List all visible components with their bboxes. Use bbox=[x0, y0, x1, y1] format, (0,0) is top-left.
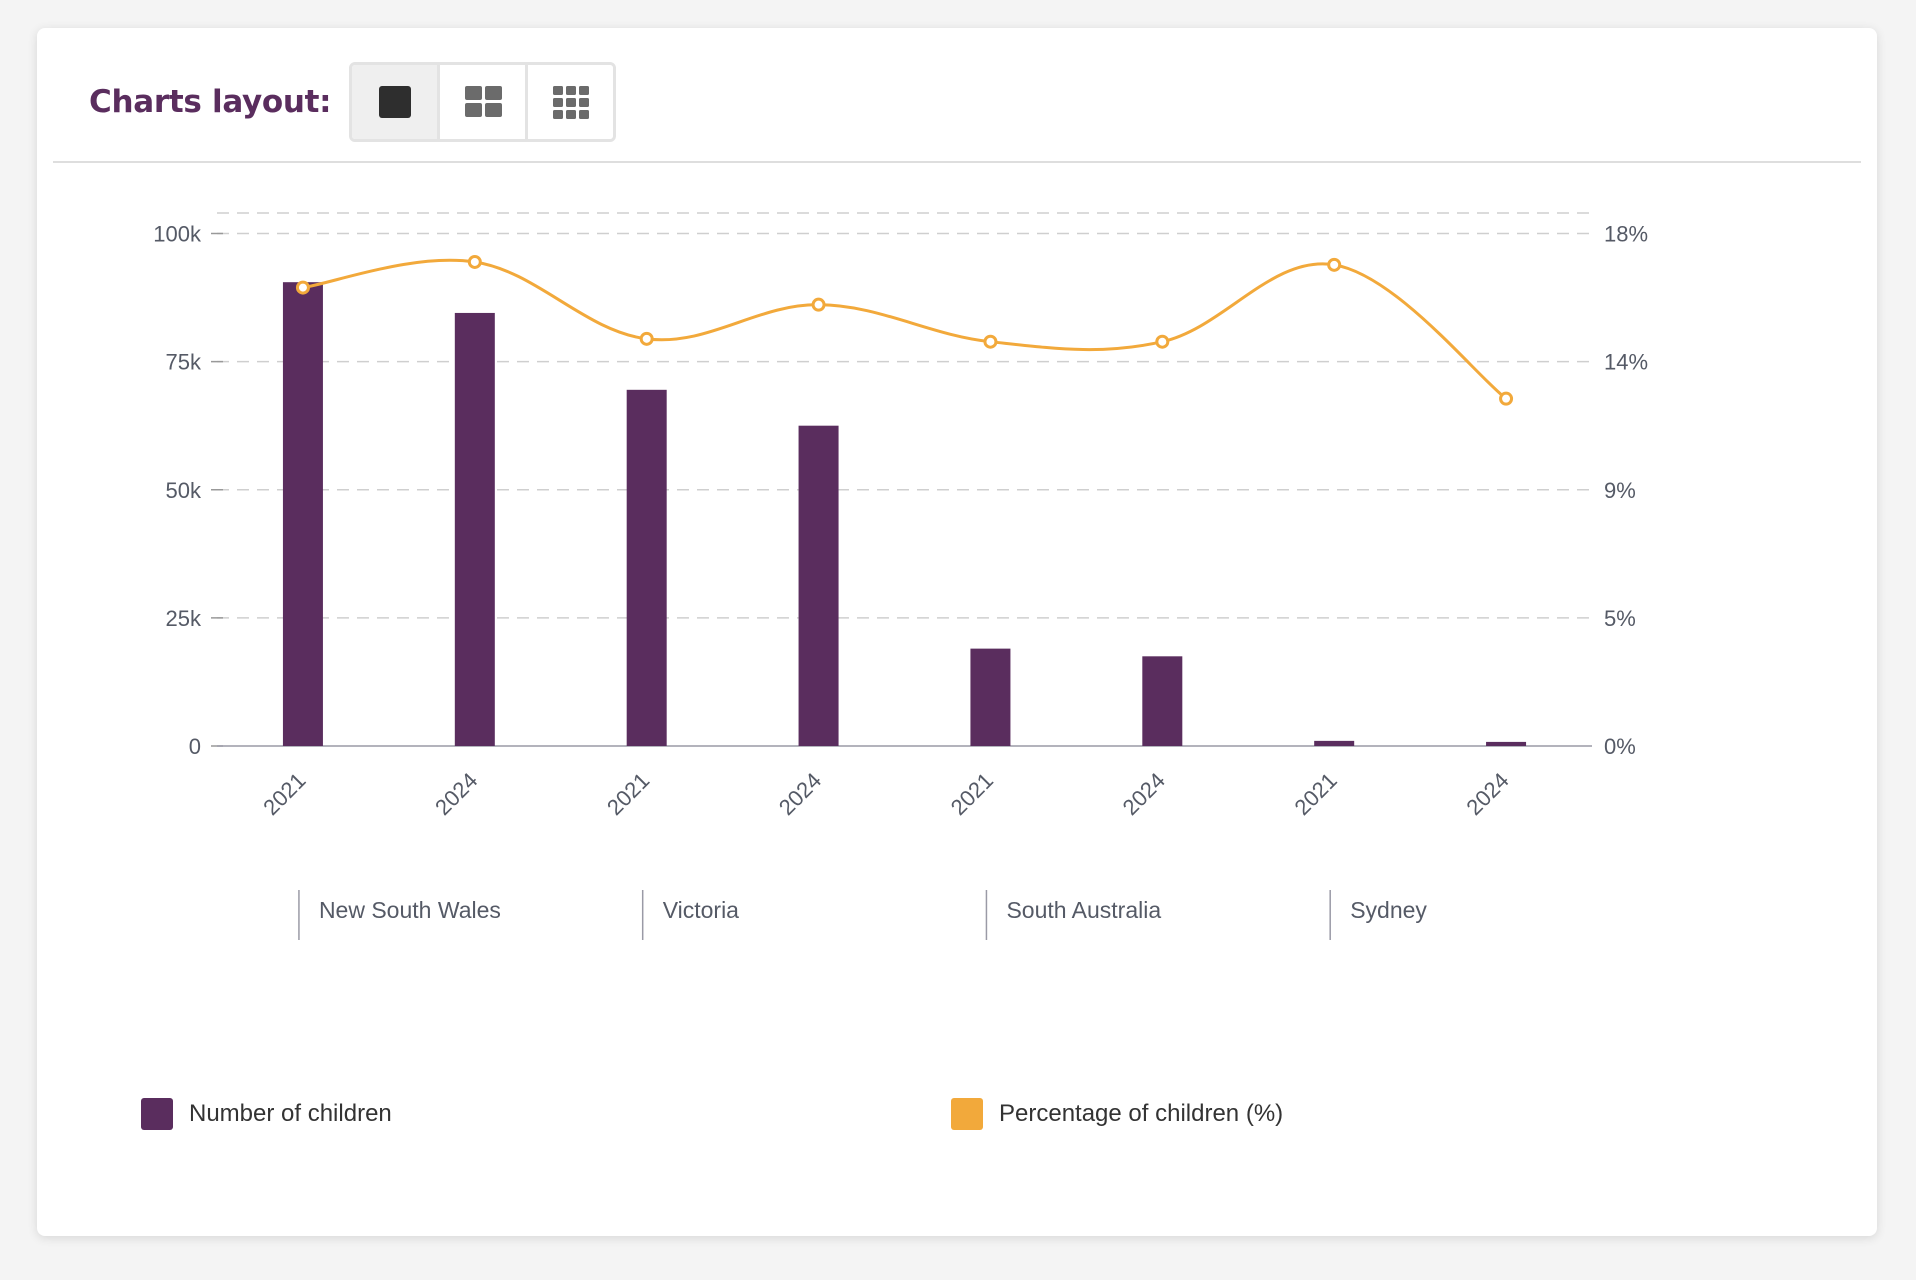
y-left-tick-label: 0 bbox=[189, 734, 201, 759]
legend-line-label: Percentage of children (%) bbox=[999, 1100, 1284, 1127]
y-right-tick-label: 18% bbox=[1604, 222, 1648, 247]
y-left-tick-label: 75k bbox=[166, 350, 202, 375]
legend-bar-swatch bbox=[141, 1098, 173, 1130]
line-point bbox=[467, 254, 482, 269]
legend-bar-label: Number of children bbox=[189, 1100, 392, 1127]
group-label: New South Wales bbox=[319, 897, 501, 923]
x-tick-label: 2021 bbox=[1290, 768, 1342, 820]
x-tick-label: 2024 bbox=[774, 768, 826, 820]
three-column-layout-button[interactable] bbox=[528, 65, 614, 139]
single-layout-button[interactable] bbox=[352, 65, 441, 139]
grid-3x3-icon bbox=[552, 86, 589, 119]
legend-line-swatch bbox=[951, 1098, 983, 1130]
bar bbox=[1486, 741, 1527, 746]
single-square-icon bbox=[378, 86, 411, 118]
y-left-tick-label: 25k bbox=[166, 606, 202, 631]
chart-card: Charts layout: bbox=[37, 28, 1877, 1236]
legend-item-bars[interactable]: Number of children bbox=[141, 1098, 392, 1130]
bar bbox=[454, 312, 495, 746]
x-tick-label: 2021 bbox=[946, 768, 998, 820]
group-label: Sydney bbox=[1350, 897, 1427, 923]
toolbar-divider bbox=[53, 161, 1861, 163]
y-left-tick-label: 50k bbox=[166, 478, 202, 503]
layout-button-group bbox=[349, 62, 617, 142]
grid-2x2-icon bbox=[464, 86, 502, 117]
line-point bbox=[811, 297, 826, 312]
bar bbox=[798, 425, 839, 746]
x-tick-label: 2021 bbox=[258, 768, 310, 820]
y-right-tick-label: 0% bbox=[1604, 734, 1636, 759]
y-right-tick-label: 14% bbox=[1604, 350, 1648, 375]
line-point bbox=[639, 331, 654, 346]
line-point bbox=[295, 280, 310, 295]
y-left-tick-label: 100k bbox=[153, 222, 202, 247]
line-point bbox=[983, 334, 998, 349]
bar bbox=[282, 282, 323, 746]
charts-layout-toolbar: Charts layout: bbox=[89, 62, 617, 142]
x-tick-label: 2024 bbox=[430, 768, 482, 820]
line-point bbox=[1327, 257, 1342, 272]
group-label: South Australia bbox=[1006, 897, 1161, 923]
y-right-tick-label: 9% bbox=[1604, 478, 1636, 503]
bar bbox=[626, 389, 667, 746]
charts-layout-label: Charts layout: bbox=[89, 84, 332, 120]
bar bbox=[1142, 656, 1183, 746]
x-tick-label: 2024 bbox=[1118, 768, 1170, 820]
bar bbox=[1314, 740, 1355, 746]
bar bbox=[970, 648, 1011, 746]
two-column-layout-button[interactable] bbox=[440, 65, 529, 139]
x-tick-label: 2021 bbox=[602, 768, 654, 820]
line-point bbox=[1155, 334, 1170, 349]
legend-item-line[interactable]: Percentage of children (%) bbox=[951, 1098, 1283, 1130]
combo-chart: 0 25k 50k 75k 100k 0% 5% 9% 14% 18% 2021 2024 2021 20… bbox=[153, 212, 1648, 940]
y-right-tick-label: 5% bbox=[1604, 606, 1636, 631]
x-tick-label: 2024 bbox=[1461, 768, 1513, 820]
group-label: Victoria bbox=[663, 897, 739, 923]
line-point bbox=[1499, 391, 1514, 406]
